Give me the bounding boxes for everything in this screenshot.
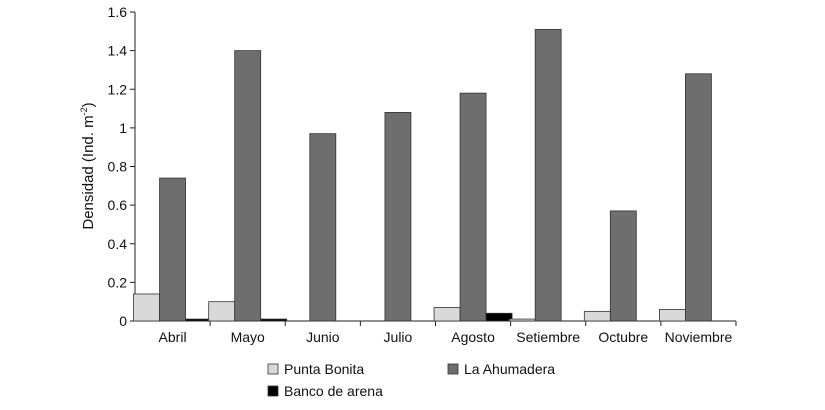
y-tick-label: 1.4 [108,43,128,59]
x-tick-label: Junio [306,329,340,345]
y-axis-label-text: Densidad (Ind. m [80,115,97,229]
y-tick-label: 1 [119,120,127,136]
y-axis-label-superscript: -2 [79,107,89,115]
bar-la-ahumadera-junio [309,133,337,322]
bar-la-ahumadera-octubre [609,210,637,322]
bar-punta-bonita-agosto [433,307,461,322]
legend: Punta Bonita La Ahumadera Banco de arena [267,361,555,399]
bar-banco-de-arena-mayo [260,318,288,322]
legend-item-la-ahumadera: La Ahumadera [447,361,555,377]
y-axis-label-close: ) [80,102,97,107]
y-axis-label: Densidad (Ind. m-2) [79,102,97,229]
bar-la-ahumadera-abril [159,177,186,322]
bar-banco-de-arena-abril [185,318,212,322]
legend-swatch [267,385,279,397]
bar-la-ahumadera-agosto [459,92,487,322]
bars [133,28,712,322]
x-tick-label: Abril [159,329,187,345]
legend-label: La Ahumadera [464,361,555,377]
bar-la-ahumadera-noviembre [685,73,712,322]
bar-la-ahumadera-setiembre [534,28,562,322]
bar-punta-bonita-octubre [583,310,611,322]
x-tick-labels: Abril Mayo Junio Julio Agosto Setiembre Octubr… [159,321,737,345]
y-tick-label: 0 [119,313,127,329]
legend-swatch [447,363,459,375]
bar-la-ahumadera-mayo [234,50,262,322]
bar-punta-bonita-noviembre [659,309,686,322]
bar-punta-bonita-mayo [208,301,236,322]
x-tick-label: Agosto [451,329,495,345]
y-tick-label: 0.8 [108,159,128,175]
x-tick-label: Noviembre [665,329,733,345]
bar-banco-de-arena-agosto [485,312,513,322]
x-tick-label: Julio [384,329,413,345]
x-tick-label: Setiembre [516,329,580,345]
y-tick-label: 1.6 [108,4,128,20]
legend-label: Punta Bonita [284,361,364,377]
y-tick-label: 0.4 [108,236,128,252]
y-ticks: 0 0.2 0.4 0.6 0.8 1 1.2 1.4 1.6 [108,4,135,329]
x-tick-label: Mayo [231,329,265,345]
bar-punta-bonita-setiembre [508,318,536,322]
legend-swatch [267,363,279,375]
legend-item-banco-de-arena: Banco de arena [267,383,383,399]
bar-la-ahumadera-julio [384,112,412,322]
y-tick-label: 0.2 [108,274,128,290]
legend-item-punta-bonita: Punta Bonita [267,361,364,377]
y-tick-label: 1.2 [108,81,128,97]
axes [134,12,736,322]
bar-punta-bonita-abril [133,293,160,322]
legend-label: Banco de arena [284,383,383,399]
y-tick-label: 0.6 [108,197,128,213]
x-tick-label: Octubre [598,329,648,345]
